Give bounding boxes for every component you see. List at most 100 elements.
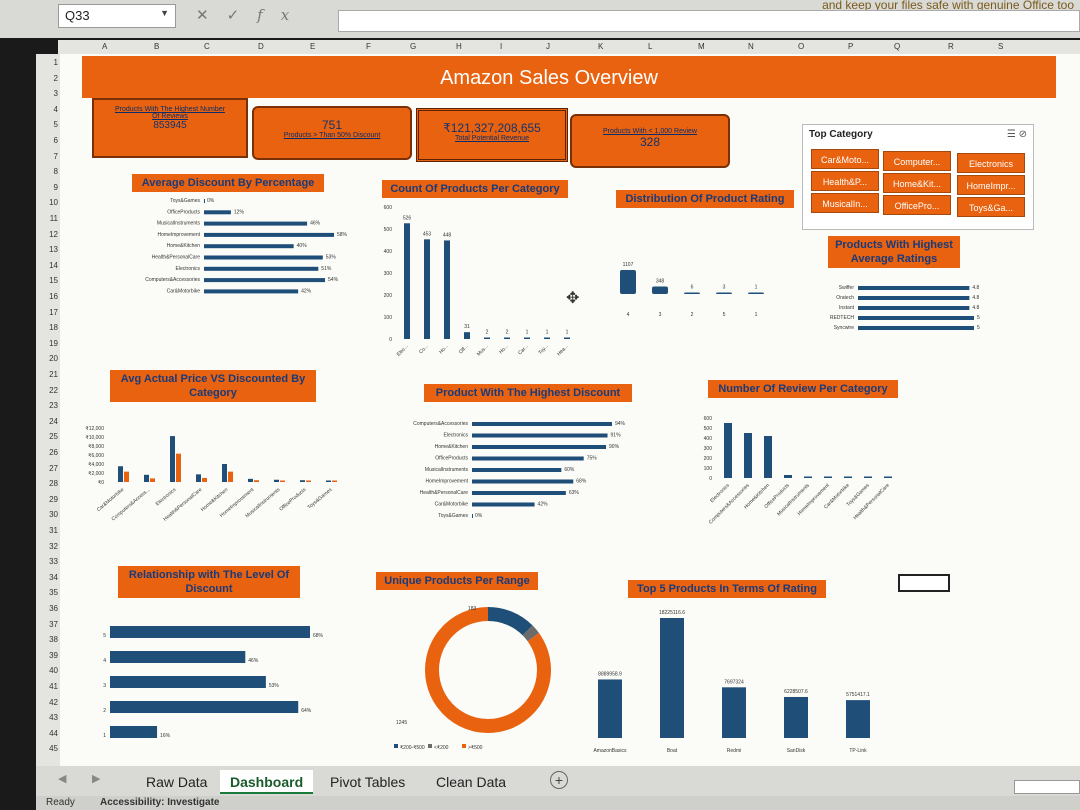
selected-cell-q33[interactable] — [898, 574, 950, 592]
row-header[interactable]: 4 — [53, 104, 58, 114]
row-header[interactable]: 8 — [53, 167, 58, 177]
formula-input[interactable] — [338, 10, 1080, 32]
row-header[interactable]: 26 — [49, 448, 58, 457]
row-header[interactable]: 10 — [49, 198, 58, 208]
tick-label: Off... — [458, 344, 470, 356]
row-header[interactable]: 40 — [49, 666, 58, 676]
row-header[interactable]: 20 — [49, 354, 58, 364]
column-header[interactable]: J — [546, 42, 550, 51]
slicer-item-toys[interactable]: Toys&Ga... — [957, 197, 1025, 217]
slicer-item-office[interactable]: OfficePro... — [883, 195, 951, 215]
slicer-clear-filter-icon[interactable]: ☰ ⊘ — [1006, 129, 1027, 140]
row-header[interactable]: 28 — [49, 479, 58, 489]
row-header[interactable]: 37 — [49, 619, 58, 629]
row-header[interactable]: 29 — [49, 494, 58, 504]
accessibility-status[interactable]: Accessibility: Investigate — [100, 797, 220, 808]
slicer-item-computers[interactable]: Computer... — [883, 151, 951, 171]
tab-scroll-left-icon[interactable]: ◀ — [58, 773, 67, 785]
column-header[interactable]: A — [102, 42, 108, 51]
row-header[interactable]: 19 — [49, 338, 58, 348]
row-header[interactable]: 41 — [49, 682, 58, 691]
slicer-item-home-kitchen[interactable]: Home&Kit... — [883, 173, 951, 193]
legend-swatch — [462, 744, 466, 748]
fx-icon[interactable]: fx — [257, 6, 308, 24]
add-sheet-icon[interactable]: + — [550, 771, 568, 789]
dashboard-sheet[interactable]: Amazon Sales Overview Products With The … — [60, 54, 1080, 766]
row-header[interactable]: 9 — [53, 182, 58, 192]
row-header[interactable]: 23 — [49, 401, 58, 411]
row-header[interactable]: 31 — [49, 526, 58, 535]
column-header[interactable]: I — [500, 42, 503, 51]
row-header[interactable]: 35 — [49, 588, 58, 598]
row-header[interactable]: 22 — [49, 385, 58, 395]
column-header[interactable]: H — [456, 42, 462, 51]
row-header[interactable]: 17 — [49, 307, 58, 317]
row-header[interactable]: 25 — [49, 432, 58, 442]
row-header[interactable]: 36 — [49, 604, 58, 613]
row-header[interactable]: 44 — [49, 728, 58, 738]
row-header[interactable]: 14 — [49, 260, 58, 270]
row-header[interactable]: 34 — [49, 572, 58, 582]
row-header[interactable]: 42 — [49, 697, 58, 707]
column-header[interactable]: E — [310, 42, 316, 51]
column-header[interactable]: D — [258, 42, 264, 51]
row-header[interactable]: 7 — [53, 151, 58, 161]
row-header[interactable]: 5 — [53, 120, 58, 130]
row-header[interactable]: 38 — [49, 635, 58, 645]
row-header[interactable]: 6 — [53, 136, 58, 145]
column-header[interactable]: F — [366, 42, 371, 51]
slicer-item-home-improvement[interactable]: HomeImpr... — [957, 175, 1025, 195]
name-box[interactable]: Q33 ▼ — [58, 4, 176, 28]
row-header[interactable]: 30 — [49, 510, 58, 520]
slicer-item-electronics[interactable]: Electronics — [957, 153, 1025, 173]
row-header[interactable]: 13 — [49, 245, 58, 255]
row-header[interactable]: 43 — [49, 713, 58, 723]
row-header[interactable]: 18 — [49, 323, 58, 333]
tab-scroll-right-icon[interactable]: ▶ — [92, 773, 101, 785]
bar — [444, 240, 450, 339]
tab-pivot-tables[interactable]: Pivot Tables — [330, 774, 406, 790]
row-header[interactable]: 3 — [53, 89, 58, 99]
bar — [716, 292, 732, 294]
tab-dashboard[interactable]: Dashboard — [220, 770, 314, 794]
enter-icon[interactable]: ✓ — [226, 7, 258, 24]
row-header[interactable]: 27 — [49, 463, 58, 473]
column-header[interactable]: P — [848, 42, 854, 51]
column-header[interactable]: K — [598, 42, 604, 51]
tick-label: 100 — [704, 466, 713, 472]
row-header[interactable]: 16 — [49, 292, 58, 301]
column-header[interactable]: Q — [894, 42, 901, 51]
license-notice[interactable]: and keep your files safe with genuine Of… — [822, 0, 1074, 12]
column-header[interactable]: M — [698, 42, 705, 51]
row-header[interactable]: 1 — [53, 58, 58, 67]
row-header[interactable]: 11 — [49, 214, 58, 223]
row-header[interactable]: 45 — [49, 744, 58, 754]
row-header[interactable]: 39 — [49, 650, 58, 660]
column-header[interactable]: G — [410, 42, 417, 51]
row-header[interactable]: 33 — [49, 557, 58, 567]
chevron-down-icon[interactable]: ▼ — [160, 8, 169, 18]
cancel-icon[interactable]: ✕ — [196, 7, 227, 24]
row-header[interactable]: 2 — [53, 73, 58, 83]
row-header[interactable]: 24 — [49, 416, 58, 426]
column-header[interactable]: L — [648, 42, 653, 51]
tab-clean-data[interactable]: Clean Data — [436, 774, 507, 790]
horizontal-scrollbar[interactable] — [1014, 780, 1080, 794]
column-header[interactable]: R — [948, 42, 954, 51]
row-header[interactable]: 15 — [49, 276, 58, 286]
column-header[interactable]: C — [204, 42, 210, 51]
slicer-item-health[interactable]: Health&P... — [811, 171, 879, 191]
row-header[interactable]: 21 — [49, 370, 58, 379]
bar — [204, 210, 231, 215]
tab-raw-data[interactable]: Raw Data — [146, 774, 208, 790]
column-header[interactable]: O — [798, 42, 805, 51]
slicer-item-musical[interactable]: MusicalIn... — [811, 193, 879, 213]
kpi-value: 751 — [321, 118, 343, 132]
column-header[interactable]: N — [748, 42, 754, 51]
row-header[interactable]: 12 — [49, 229, 58, 239]
slicer-item-car-moto[interactable]: Car&Moto... — [811, 149, 879, 169]
row-header[interactable]: 32 — [49, 541, 58, 551]
column-header[interactable]: S — [998, 42, 1004, 51]
bar — [804, 476, 812, 478]
column-header[interactable]: B — [154, 42, 160, 51]
